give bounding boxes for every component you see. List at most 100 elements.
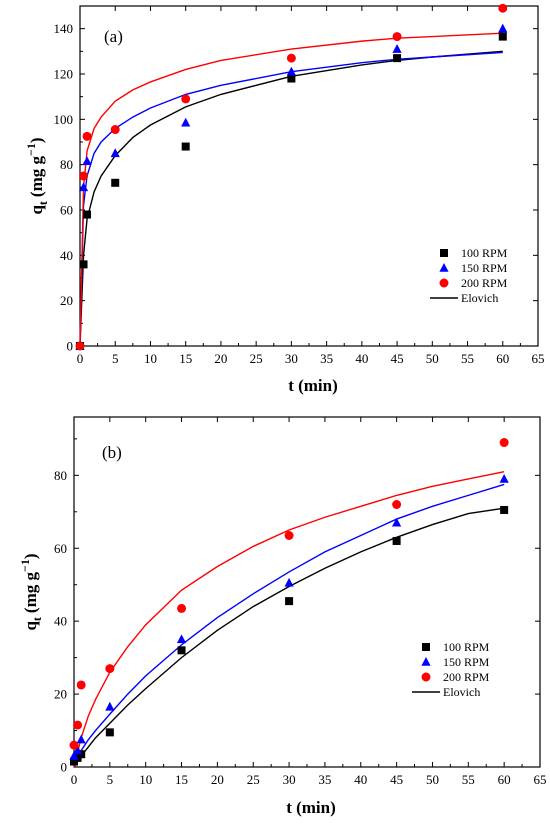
x-tick-label: 0 — [77, 351, 84, 366]
plot-frame — [73, 416, 541, 768]
x-tick-label: 65 — [532, 351, 545, 366]
data-point-circle — [181, 94, 191, 104]
fit-curve-0 — [79, 50, 503, 347]
data-point-triangle — [82, 156, 92, 166]
y-tick-label: 0 — [67, 339, 74, 354]
x-tick-label: 65 — [534, 772, 547, 787]
x-tick-label: 30 — [285, 351, 298, 366]
legend-swatch-triangle — [439, 262, 449, 272]
data-point-square — [500, 505, 509, 514]
data-point-triangle — [110, 148, 120, 158]
data-point-circle — [76, 680, 86, 690]
y-axis-title-unit: (mg g — [27, 155, 46, 197]
y-tick-label: 100 — [54, 112, 74, 127]
legend-swatch-square — [440, 249, 448, 257]
legend-label: 150 RPM — [443, 655, 490, 669]
x-tick-label: 55 — [461, 351, 474, 366]
data-point-triangle — [69, 751, 79, 760]
legend-label: 100 RPM — [443, 640, 490, 654]
data-point-circle — [284, 531, 294, 540]
y-tick-label: 80 — [60, 157, 73, 172]
x-tick-label: 20 — [214, 351, 227, 366]
legend-label: 200 RPM — [443, 670, 490, 684]
y-axis-title-sub: t — [36, 201, 50, 205]
y-axis-title-sub: t — [30, 617, 44, 621]
data-point-square — [393, 54, 402, 63]
x-tick-label: 10 — [139, 772, 152, 787]
legend-swatch-square — [422, 643, 430, 651]
y-axis-title-exp: −1 — [24, 143, 38, 156]
data-point-circle — [177, 603, 187, 613]
x-tick-label: 60 — [498, 772, 511, 787]
data-point-circle — [498, 3, 508, 13]
y-axis-title-close: ) — [27, 137, 46, 143]
data-point-triangle — [284, 577, 294, 587]
legend-label: Elovich — [461, 291, 498, 305]
data-point-square — [79, 260, 88, 269]
legend-label: 150 RPM — [461, 261, 508, 275]
x-tick-label: 35 — [320, 351, 333, 366]
data-point-triangle — [76, 734, 86, 744]
chart-panel-b: 0 5 10 15 20 25 30 35 40 45 50 55 60 65 0 20 40 60 80 (b) t … — [18, 416, 547, 817]
y-axis-title: qt (mg g−1) — [24, 137, 50, 214]
data-point-triangle — [392, 44, 402, 53]
data-point-circle — [82, 131, 92, 141]
x-axis-title: t (min) — [286, 798, 336, 817]
data-point-square — [111, 178, 120, 187]
data-point-triangle — [499, 473, 509, 483]
x-tick-label: 5 — [107, 772, 114, 787]
x-tick-label: 40 — [354, 772, 367, 787]
data-point-square — [285, 597, 294, 606]
data-point-circle — [286, 53, 296, 63]
data-point-triangle — [286, 66, 296, 76]
data-point-circle — [499, 438, 509, 448]
x-tick-label: 45 — [390, 772, 403, 787]
data-point-triangle — [392, 517, 402, 527]
y-tick-label: 0 — [61, 760, 68, 775]
fit-curve-1 — [73, 483, 505, 768]
y-axis-title: qt (mg g−1) — [18, 553, 44, 630]
legend-swatch-circle — [421, 672, 431, 682]
x-tick-label: 45 — [391, 351, 404, 366]
legend-swatch-circle — [439, 278, 449, 288]
data-point-circle — [73, 720, 83, 730]
data-point-circle — [69, 740, 79, 750]
legend-label: 100 RPM — [461, 246, 508, 260]
data-point-square — [83, 210, 92, 219]
x-tick-label: 15 — [175, 772, 188, 787]
x-axis-title: t (min) — [288, 376, 338, 395]
data-point-square — [392, 536, 401, 545]
x-tick-label: 50 — [426, 351, 439, 366]
y-tick-label: 40 — [54, 614, 67, 629]
data-point-triangle — [105, 701, 115, 711]
legend-label: Elovich — [443, 685, 480, 699]
fit-curve-2 — [73, 471, 505, 768]
panel-label: (a) — [104, 27, 123, 46]
panel-label: (b) — [102, 443, 122, 462]
data-point-square — [177, 646, 186, 655]
x-tick-label: 60 — [496, 351, 509, 366]
y-tick-label: 60 — [60, 203, 73, 218]
y-tick-label: 80 — [54, 468, 67, 483]
fit-curve-0 — [73, 507, 505, 768]
x-tick-label: 5 — [112, 351, 119, 366]
y-axis-title-close: ) — [21, 553, 40, 559]
data-point-square — [498, 32, 507, 41]
data-point-triangle — [78, 182, 89, 192]
y-tick-label: 40 — [60, 248, 73, 263]
x-tick-label: 30 — [283, 772, 296, 787]
y-axis-title-unit: (mg g — [21, 571, 40, 613]
x-tick-label: 50 — [426, 772, 439, 787]
x-tick-label: 10 — [144, 351, 157, 366]
data-point-square — [287, 74, 296, 83]
y-tick-label: 140 — [54, 21, 74, 36]
y-axis-title-exp: −1 — [18, 559, 32, 572]
y-axis-title-q: q — [27, 205, 46, 215]
y-axis-title-q: q — [21, 621, 40, 631]
x-tick-label: 25 — [247, 772, 260, 787]
data-point-triangle — [72, 745, 83, 755]
data-point-circle — [110, 125, 120, 135]
